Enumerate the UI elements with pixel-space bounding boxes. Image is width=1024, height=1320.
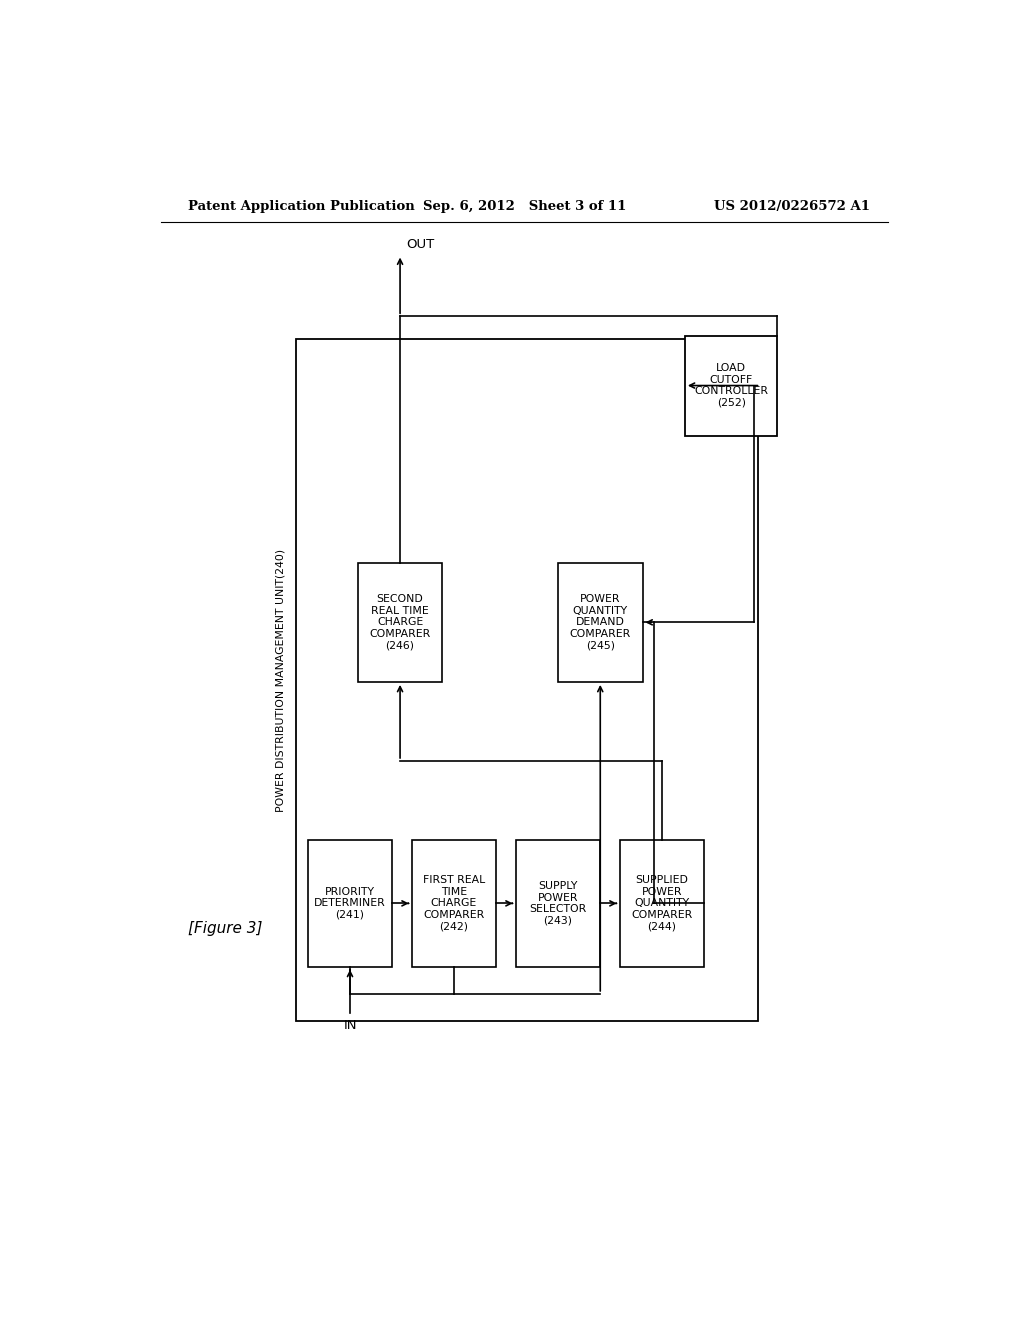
Text: POWER
QUANTITY
DEMAND
COMPARER
(245): POWER QUANTITY DEMAND COMPARER (245) [569,594,631,651]
Bar [307,840,392,966]
Text: LOAD
CUTOFF
CONTROLLER
(252): LOAD CUTOFF CONTROLLER (252) [694,363,768,408]
Text: US 2012/0226572 A1: US 2012/0226572 A1 [714,199,869,213]
Bar [515,840,600,966]
Text: [Figure 3]: [Figure 3] [188,921,263,936]
Text: OUT: OUT [407,238,434,251]
Text: SECOND
REAL TIME
CHARGE
COMPARER
(246): SECOND REAL TIME CHARGE COMPARER (246) [370,594,431,651]
Bar [685,335,777,436]
Text: FIRST REAL
TIME
CHARGE
COMPARER
(242): FIRST REAL TIME CHARGE COMPARER (242) [423,875,485,932]
Text: POWER DISTRIBUTION MANAGEMENT UNIT(240): POWER DISTRIBUTION MANAGEMENT UNIT(240) [275,549,286,812]
Text: IN: IN [343,1019,356,1032]
Bar [412,840,497,966]
Bar [357,562,442,682]
Bar [620,840,705,966]
Bar [558,562,643,682]
Bar [296,339,758,1020]
Text: SUPPLY
POWER
SELECTOR
(243): SUPPLY POWER SELECTOR (243) [529,880,587,925]
Text: PRIORITY
DETERMINER
(241): PRIORITY DETERMINER (241) [314,887,386,920]
Text: Sep. 6, 2012   Sheet 3 of 11: Sep. 6, 2012 Sheet 3 of 11 [423,199,627,213]
Text: Patent Application Publication: Patent Application Publication [188,199,415,213]
Text: SUPPLIED
POWER
QUANTITY
COMPARER
(244): SUPPLIED POWER QUANTITY COMPARER (244) [631,875,692,932]
